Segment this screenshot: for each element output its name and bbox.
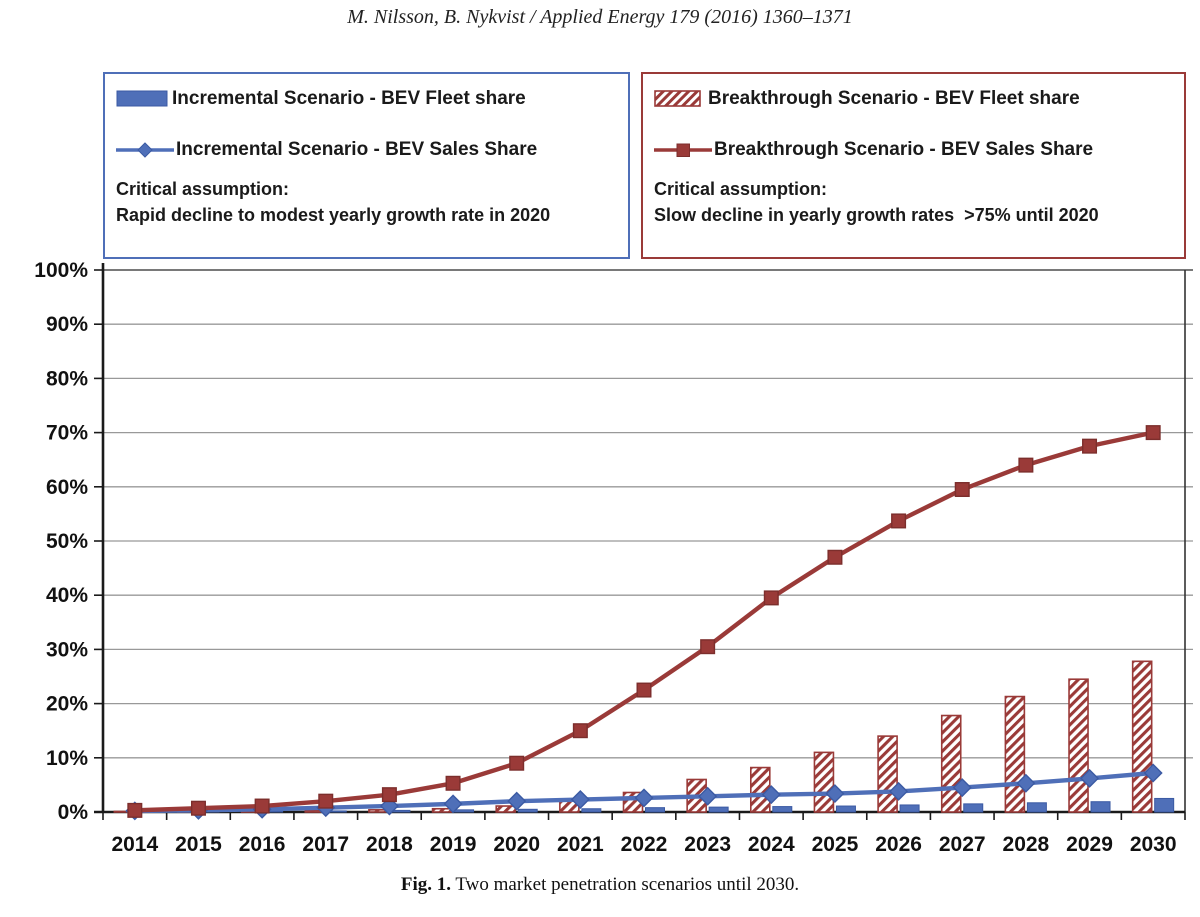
svg-text:10%: 10% <box>46 747 88 770</box>
svg-text:80%: 80% <box>46 367 88 390</box>
svg-text:30%: 30% <box>46 638 88 661</box>
breakthrough-sales-line-marker-icon <box>654 140 712 160</box>
breakthrough-fleet-bar-swatch-icon <box>654 90 706 108</box>
svg-text:2015: 2015 <box>175 833 222 856</box>
svg-text:2020: 2020 <box>493 833 540 856</box>
svg-text:100%: 100% <box>34 259 88 282</box>
x-axis-labels: 2014 2015 2016 2017 2018 2019 2020 2021 2022 2023… <box>111 833 1176 856</box>
svg-text:2014: 2014 <box>111 833 158 856</box>
incremental-fleet-bar-swatch-icon <box>116 90 170 108</box>
svg-text:2025: 2025 <box>812 833 859 856</box>
svg-text:2023: 2023 <box>684 833 731 856</box>
svg-text:0%: 0% <box>58 801 89 824</box>
figure-caption: Fig. 1. Two market penetration scenarios… <box>0 874 1200 896</box>
incremental-sales-label: Incremental Scenario - BEV Sales Share <box>176 139 538 160</box>
svg-text:2029: 2029 <box>1066 833 1113 856</box>
breakthrough-assumption-text: Slow decline in yearly growth rates >75%… <box>654 205 1099 225</box>
svg-text:2027: 2027 <box>939 833 986 856</box>
incremental-fleet-label: Incremental Scenario - BEV Fleet share <box>172 88 526 109</box>
breakthrough-fleet-label: Breakthrough Scenario - BEV Fleet share <box>708 88 1080 109</box>
legend-box-incremental: Incremental Scenario - BEV Fleet share I… <box>103 72 630 259</box>
breakthrough-assumption-title: Critical assumption: <box>654 179 828 199</box>
svg-text:2022: 2022 <box>621 833 668 856</box>
figure-caption-text: Two market penetration scenarios until 2… <box>450 874 800 895</box>
incremental-assumption-text: Rapid decline to modest yearly growth ra… <box>116 205 551 225</box>
svg-text:40%: 40% <box>46 584 88 607</box>
svg-text:2026: 2026 <box>875 833 922 856</box>
incremental-sales-line-marker-icon <box>116 140 174 160</box>
svg-text:2030: 2030 <box>1130 833 1177 856</box>
journal-citation: M. Nilsson, B. Nykvist / Applied Energy … <box>347 6 853 28</box>
svg-text:2017: 2017 <box>302 833 349 856</box>
svg-text:60%: 60% <box>46 476 88 499</box>
y-axis-labels: 0% 10% 20% 30% 40% 50% 60% 70% 80% 90% 100% <box>34 259 88 824</box>
series-line-breakthrough-sales <box>127 425 1161 818</box>
series-bars-breakthrough-fleet <box>113 660 1153 813</box>
svg-text:2019: 2019 <box>430 833 477 856</box>
svg-text:2021: 2021 <box>557 833 604 856</box>
svg-text:2028: 2028 <box>1003 833 1050 856</box>
svg-text:70%: 70% <box>46 422 88 445</box>
svg-text:2024: 2024 <box>748 833 795 856</box>
svg-text:2018: 2018 <box>366 833 413 856</box>
figure-label: Fig. 1. <box>400 874 451 895</box>
svg-text:20%: 20% <box>46 693 88 716</box>
svg-text:2016: 2016 <box>239 833 286 856</box>
svg-text:50%: 50% <box>46 530 88 553</box>
svg-text:90%: 90% <box>46 313 88 336</box>
legend-box-breakthrough: Breakthrough Scenario - BEV Fleet share … <box>641 72 1186 259</box>
incremental-assumption-title: Critical assumption: <box>116 179 290 199</box>
series-bars-incremental-fleet <box>135 797 1175 813</box>
breakthrough-sales-label: Breakthrough Scenario - BEV Sales Share <box>714 139 1094 160</box>
gridlines <box>103 269 1193 812</box>
